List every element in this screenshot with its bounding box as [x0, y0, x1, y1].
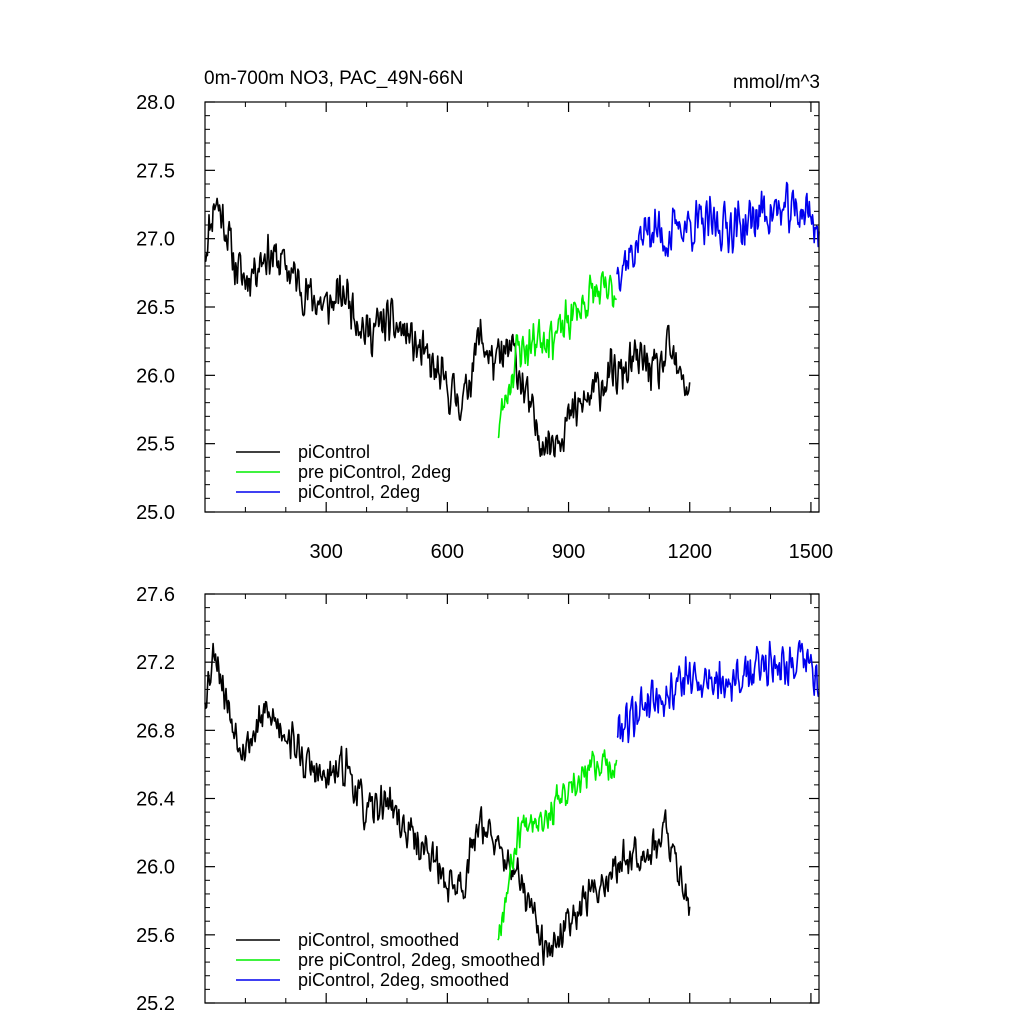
top-panel-x-axis-labels: 300 600 900 1200 1500 — [309, 541, 833, 563]
series-line-blue — [616, 181, 820, 292]
x-tick-label: 1200 — [667, 541, 712, 563]
legend-label: pre piControl, 2deg, smoothed — [298, 950, 540, 970]
legend-label: pre piControl, 2deg — [298, 462, 451, 482]
series-line-blue — [616, 639, 820, 744]
x-tick-label: 1500 — [789, 541, 834, 563]
bottom-panel: 25.2 25.6 26.0 26.4 26.8 27.2 27.6 piControl, … — [136, 584, 820, 1015]
series-line-black — [204, 197, 691, 458]
y-tick-label: 27.6 — [136, 584, 175, 606]
y-tick-label: 27.5 — [136, 160, 175, 182]
bottom-panel-series — [204, 639, 820, 966]
y-tick-label: 27.2 — [136, 652, 175, 674]
y-tick-label: 25.0 — [136, 502, 175, 524]
y-tick-label: 26.0 — [136, 857, 175, 879]
top-panel-units: mmol/m^3 — [733, 72, 820, 93]
y-tick-label: 25.2 — [136, 993, 175, 1015]
bottom-panel-ticks — [205, 593, 819, 1004]
series-line-green — [497, 271, 618, 439]
y-tick-label: 26.5 — [136, 297, 175, 319]
legend-label: piControl — [298, 442, 370, 462]
legend-label: piControl, 2deg — [298, 482, 420, 502]
x-tick-label: 600 — [431, 541, 464, 563]
series-line-green — [497, 749, 618, 941]
y-tick-label: 27.0 — [136, 229, 175, 251]
y-tick-label: 25.5 — [136, 434, 175, 456]
series-line-black — [204, 642, 691, 966]
y-tick-label: 26.4 — [136, 789, 175, 811]
top-panel-series — [204, 181, 820, 458]
legend-label: piControl, smoothed — [298, 930, 459, 950]
top-panel: 0m-700m NO3, PAC_49N-66N mmol/m^3 25.025… — [136, 68, 833, 563]
y-tick-label: 28.0 — [136, 92, 175, 114]
top-panel-y-axis-labels: 25.0 25.5 26.0 26.5 27.0 27.5 28.0 — [136, 92, 175, 524]
bottom-panel-frame — [204, 593, 820, 1004]
x-tick-label: 300 — [309, 541, 342, 563]
legend-label: piControl, 2deg, smoothed — [298, 970, 509, 990]
y-tick-label: 25.6 — [136, 925, 175, 947]
y-tick-label: 26.8 — [136, 720, 175, 742]
bottom-panel-y-axis-labels: 25.2 25.6 26.0 26.4 26.8 27.2 27.6 — [136, 584, 175, 1015]
x-tick-label: 900 — [552, 541, 585, 563]
y-tick-label: 26.0 — [136, 365, 175, 387]
top-panel-frame — [204, 101, 820, 513]
top-panel-title: 0m-700m NO3, PAC_49N-66N — [204, 68, 463, 89]
